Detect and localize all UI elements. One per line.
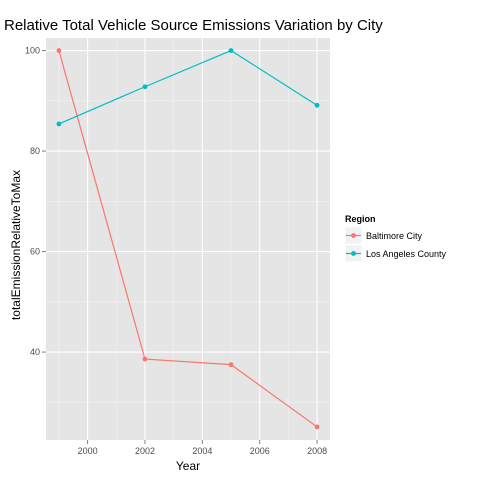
legend-label-1: Los Angeles County	[366, 249, 447, 259]
data-point-0-3	[314, 424, 320, 430]
x-tick-label: 2004	[192, 446, 212, 456]
data-point-0-1	[142, 356, 148, 362]
legend-title: Region	[345, 214, 376, 224]
legend-label-0: Baltimore City	[366, 231, 423, 241]
y-tick-label: 100	[25, 46, 40, 56]
x-tick-label: 2006	[250, 446, 270, 456]
y-axis-title: totalEmissionRelativeToMax	[9, 170, 23, 320]
chart-title: Relative Total Vehicle Source Emissions …	[4, 17, 383, 34]
data-point-1-0	[56, 121, 62, 127]
major-gridlines	[46, 38, 330, 440]
y-tick-label: 80	[30, 146, 40, 156]
series-line-1	[58, 49, 318, 125]
series-line-0	[58, 50, 318, 428]
data-point-1-2	[228, 48, 234, 53]
x-tick-label: 2000	[78, 446, 98, 456]
legend: Region Baltimore City Los Angeles County	[344, 214, 447, 263]
plot-panel	[46, 38, 330, 440]
data-point-1-3	[314, 102, 320, 108]
x-tick-label: 2002	[135, 446, 155, 456]
data-point-0-2	[228, 362, 234, 368]
minor-gridlines	[46, 38, 330, 440]
x-tick-label: 2008	[307, 446, 327, 456]
legend-key-point	[351, 251, 356, 256]
series-layer	[56, 48, 320, 430]
x-axis-title: Year	[176, 459, 200, 473]
y-tick-label: 60	[30, 247, 40, 257]
y-tick-label: 40	[30, 347, 40, 357]
legend-key-point	[351, 233, 356, 238]
data-point-1-1	[142, 84, 148, 90]
x-axis: 2000 2002 2004 2006 2008	[78, 440, 327, 456]
data-point-0-0	[56, 48, 62, 53]
y-axis: 40 60 80 100	[25, 46, 46, 357]
